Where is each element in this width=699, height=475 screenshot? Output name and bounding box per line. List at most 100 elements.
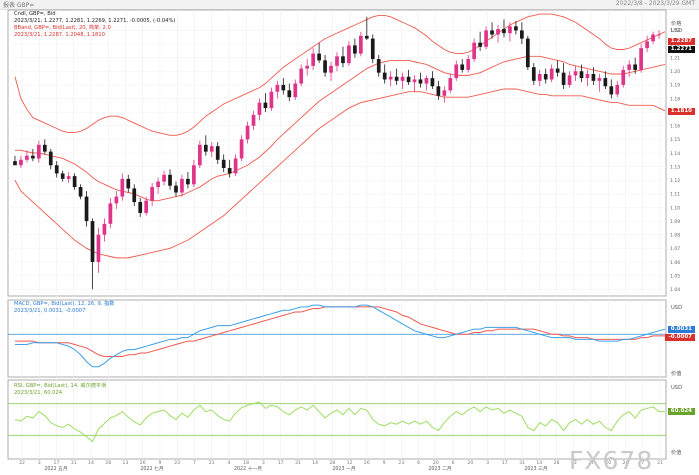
candle-body [585, 74, 590, 79]
candle-body [305, 65, 310, 69]
y-tick-label: 1.13 [670, 164, 680, 170]
bband-lower-tag: 1.1810 [667, 108, 695, 115]
rsi-tag: 60.024 [667, 408, 695, 415]
x-month-label: 2022 十一月 [234, 465, 262, 471]
candle-body [388, 76, 393, 80]
signal-tag: -0.0007 [665, 334, 695, 341]
candle-body [573, 71, 578, 76]
candle-body [269, 91, 274, 109]
candle-body [36, 144, 41, 159]
candle-body [525, 38, 530, 68]
y-tick-label: 1.09 [670, 219, 680, 225]
y-tick-label: 1.05 [670, 273, 680, 279]
x-tick-label: 13 [123, 460, 129, 466]
candle-body [359, 35, 363, 54]
x-tick-label: 12 [347, 460, 353, 466]
price-axis-currency: USD [671, 28, 683, 34]
candle-body [490, 30, 494, 35]
candle-body [263, 102, 268, 109]
candle-body [645, 41, 649, 49]
candle-body [597, 78, 602, 81]
x-tick-label: 14 [312, 460, 318, 466]
watermark-logo: FX678 [569, 446, 654, 475]
candle-body [478, 42, 482, 47]
candle-values: 2023/3/21, 1.2277, 1.2281, 1.2269, 1.227… [14, 18, 176, 24]
candle-body [209, 146, 214, 152]
candle-body [335, 56, 339, 66]
candle-body [508, 26, 512, 34]
candle-body [19, 159, 23, 166]
candle-body [567, 75, 572, 85]
candle-body [520, 30, 524, 39]
x-tick-label: 21 [209, 460, 215, 466]
macd-tag: 0.0031 [667, 326, 695, 333]
x-tick-label: 31 [295, 460, 301, 466]
candle-body [406, 76, 411, 83]
candle-body [436, 86, 441, 96]
x-tick-label: 17 [54, 460, 60, 466]
x-tick-label: 17 [278, 460, 284, 466]
candle-body [48, 151, 53, 166]
x-tick-label: 3 [262, 460, 265, 466]
candle-body [31, 155, 35, 159]
x-tick-label: 14 [88, 460, 94, 466]
candle-body [424, 78, 429, 84]
macd-values: 2023/3/21, 0.0031, -0.0007 [14, 308, 86, 314]
candle-body [174, 185, 178, 193]
y-tick-label: 1.16 [670, 124, 680, 130]
y-tick-label: 1.20 [670, 69, 680, 75]
y-tick-label: 1.21 [670, 55, 680, 61]
y-tick-label: 1.11 [670, 192, 680, 198]
candle-body [514, 26, 518, 31]
y-tick-label: 1.04 [670, 287, 680, 293]
rsi-panel-frame [7, 379, 667, 460]
candle-body [156, 181, 160, 188]
candle-body [430, 78, 435, 87]
candle-body [472, 42, 477, 60]
x-tick-label: 7 [641, 460, 644, 466]
x-tick-label: 6 [417, 460, 420, 466]
x-tick-label: 31 [519, 460, 525, 466]
candle-body [418, 79, 423, 84]
candle-body [96, 234, 101, 262]
candle-body [412, 79, 417, 83]
x-tick-label: 24 [623, 460, 629, 466]
rsi-values: 2023/3/21, 60.024 [14, 390, 63, 396]
candle-body [329, 65, 333, 73]
candle-body [299, 68, 304, 84]
candle-body [394, 76, 399, 81]
candle-body [13, 161, 17, 166]
candle-body [311, 53, 315, 66]
macd-axis-foot: 价值 [671, 371, 682, 377]
x-tick-label: 27 [588, 460, 594, 466]
y-tick-label: 1.06 [670, 260, 680, 266]
x-tick-label: 23 [398, 460, 404, 466]
y-tick-label: 1.08 [670, 233, 680, 239]
candle-body [341, 56, 345, 64]
x-tick-label: 23 [174, 460, 180, 466]
candle-body [460, 64, 465, 70]
candle-body [78, 187, 83, 197]
last-price-tag: 1.2271 [667, 46, 695, 53]
x-tick-label: 10 [605, 460, 611, 466]
candle-body [192, 165, 196, 185]
candle-body [54, 165, 59, 174]
candle-body [376, 59, 381, 73]
candle-body [126, 178, 131, 189]
x-tick-label: 22 [19, 460, 25, 466]
candle-body [579, 71, 584, 79]
candle-body [25, 155, 29, 160]
candle-body [42, 144, 47, 152]
candle-body [215, 146, 220, 160]
candle-body [448, 78, 453, 91]
candle-body [180, 178, 184, 193]
x-tick-label: 6 [452, 460, 455, 466]
candle-body [502, 29, 506, 34]
x-tick-label: 20 [467, 460, 473, 466]
x-tick-label: 20 [433, 460, 439, 466]
bband-values: 2023/3/21, 1.2287, 1.2048, 1.1810 [14, 32, 105, 38]
rsi-legend: RSI, GBP=, Bid(Last), 14, 威尔德平滑 [14, 383, 107, 389]
candle-body [281, 84, 286, 91]
